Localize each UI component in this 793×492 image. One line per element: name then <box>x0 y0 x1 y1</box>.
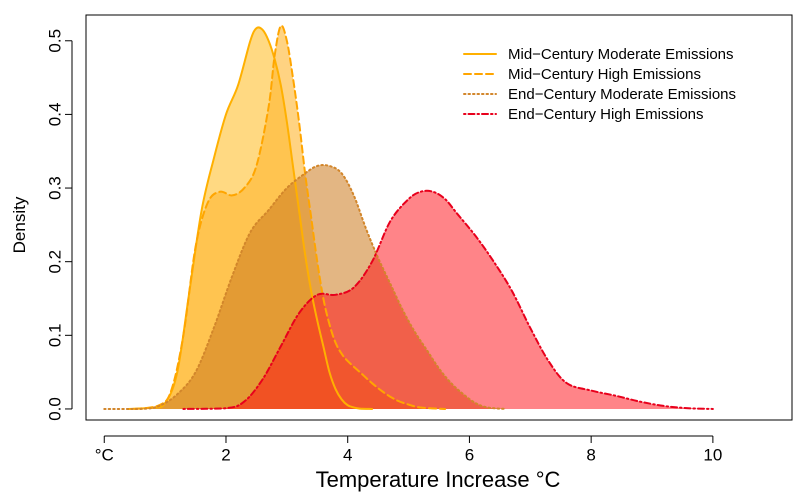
legend-label: End−Century Moderate Emissions <box>508 86 736 103</box>
density-line-series-2 <box>133 24 447 410</box>
legend-label: End−Century High Emissions <box>508 106 704 123</box>
x-axis-title: Temperature Increase °C <box>316 467 561 492</box>
x-tick-label: °C <box>95 445 114 464</box>
y-tick-label: 0.0 <box>45 397 64 421</box>
density-area-series-4 <box>183 190 713 409</box>
legend-label: Mid−Century Moderate Emissions <box>508 46 734 63</box>
y-tick-label: 0.4 <box>45 103 64 127</box>
legend: Mid−Century Moderate Emissions Mid−Centur… <box>463 46 736 123</box>
y-tick-label: 0.1 <box>45 323 64 347</box>
x-tick-label: 6 <box>465 445 474 464</box>
density-lines <box>103 24 714 410</box>
x-tick-label: 10 <box>703 445 722 464</box>
axes: °C 2 4 6 8 10 0.0 0.1 0.2 0.3 0.4 0.5 <box>45 29 722 465</box>
y-tick-label: 0.5 <box>45 29 64 53</box>
density-line-series-3 <box>103 164 507 410</box>
y-tick-label: 0.3 <box>45 176 64 200</box>
y-axis-title: Density <box>10 196 29 253</box>
x-tick-label: 2 <box>221 445 230 464</box>
legend-label: Mid−Century High Emissions <box>508 66 701 83</box>
y-tick-label: 0.2 <box>45 250 64 274</box>
plot-frame <box>85 14 793 421</box>
x-tick-label: 8 <box>586 445 595 464</box>
density-line-series-4 <box>182 189 714 410</box>
density-fills <box>104 25 713 409</box>
x-tick-label: 4 <box>343 445 352 464</box>
